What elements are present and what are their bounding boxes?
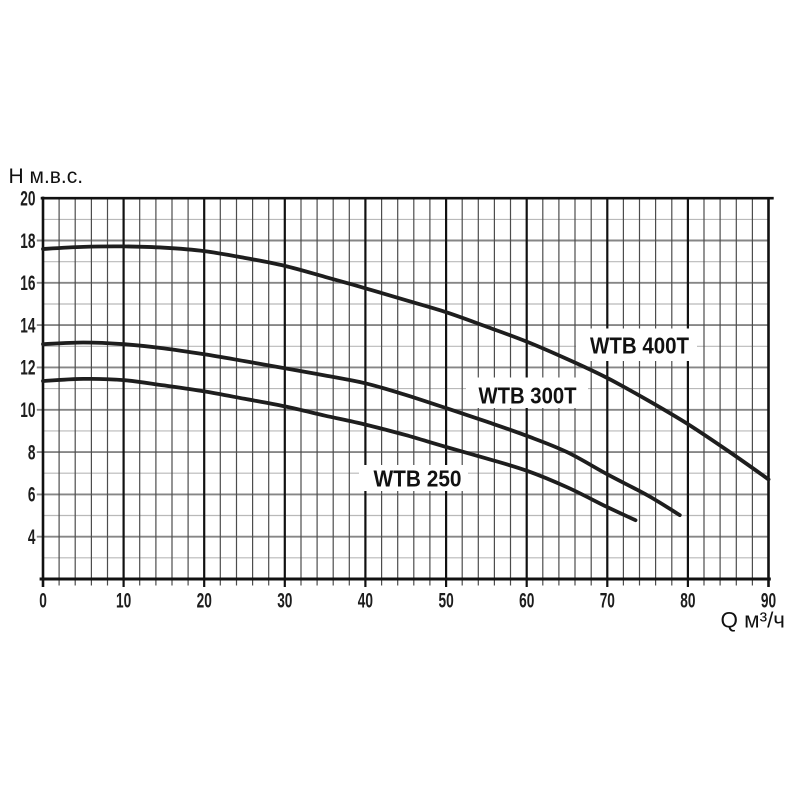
- svg-text:14: 14: [20, 314, 35, 337]
- svg-text:Q м³/ч: Q м³/ч: [721, 608, 786, 633]
- svg-text:40: 40: [358, 590, 373, 613]
- svg-text:20: 20: [197, 590, 212, 613]
- svg-text:6: 6: [28, 484, 36, 507]
- svg-text:WTB 300T: WTB 300T: [479, 383, 577, 409]
- svg-text:90: 90: [761, 590, 776, 613]
- svg-text:10: 10: [116, 590, 131, 613]
- svg-text:10: 10: [20, 399, 35, 422]
- svg-text:Н м.в.с.: Н м.в.с.: [9, 165, 84, 188]
- svg-text:0: 0: [39, 590, 47, 613]
- svg-text:70: 70: [600, 590, 615, 613]
- svg-text:8: 8: [28, 441, 36, 464]
- svg-text:16: 16: [20, 272, 35, 295]
- svg-text:18: 18: [20, 230, 35, 253]
- svg-text:WTB 250: WTB 250: [374, 466, 462, 492]
- svg-text:80: 80: [680, 590, 695, 613]
- svg-text:20: 20: [20, 188, 35, 211]
- svg-text:60: 60: [519, 590, 534, 613]
- svg-text:WTB 400T: WTB 400T: [590, 333, 689, 359]
- svg-text:30: 30: [277, 590, 292, 613]
- svg-text:4: 4: [28, 526, 36, 549]
- svg-text:12: 12: [20, 357, 35, 380]
- svg-text:50: 50: [439, 590, 454, 613]
